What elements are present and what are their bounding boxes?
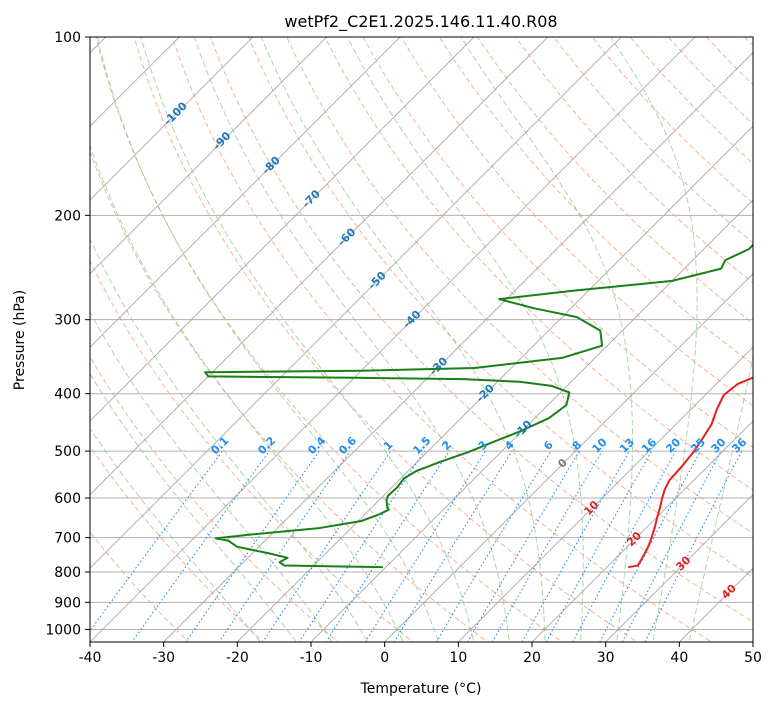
mixing-ratio-line	[572, 450, 677, 642]
moist-adiabat	[90, 310, 333, 642]
y-tick-label: 200	[54, 208, 81, 224]
x-tick-label: 40	[670, 650, 688, 666]
y-tick-label: 900	[54, 595, 81, 611]
mixing-ratio-line	[644, 450, 743, 642]
dewpoint-profile-line	[204, 243, 753, 569]
x-tick-label: -40	[79, 650, 102, 666]
y-tick-label: 100	[54, 30, 81, 46]
isotherms	[90, 37, 753, 642]
y-tick-label: 600	[54, 491, 81, 507]
moist-adiabat	[96, 37, 439, 642]
x-tick-label: 0	[380, 650, 389, 666]
dry-adiabat	[133, 37, 639, 642]
mixing-ratio-line	[364, 450, 486, 642]
mixing-ratio-line	[545, 450, 653, 642]
moist-adiabat	[90, 372, 297, 642]
y-tick-label: 700	[54, 531, 81, 547]
isotherm-line	[90, 37, 328, 275]
mixing-ratio-line	[218, 450, 351, 642]
dry-adiabat	[90, 150, 489, 642]
mixing-ratio-line	[621, 450, 722, 642]
moist-adiabat	[193, 37, 510, 642]
y-axis-label: Pressure (hPa)	[12, 290, 28, 390]
isotherm-line	[604, 493, 753, 642]
isotherm-line	[457, 346, 753, 642]
isotherm-line	[90, 37, 401, 348]
x-tick-label: -20	[226, 650, 249, 666]
y-tick-label: 800	[54, 565, 81, 581]
chart-title: wetPf2_C2E1.2025.146.11.40.R08	[284, 12, 557, 32]
moist-adiabats	[90, 37, 753, 642]
dry-adiabat	[400, 37, 753, 407]
x-tick-label: 30	[597, 650, 615, 666]
moist-adiabat	[460, 37, 633, 642]
mixing-ratio-line	[90, 450, 223, 632]
x-tick-label: 10	[449, 650, 467, 666]
mixing-ratio-line	[298, 450, 425, 642]
isotherm-line	[310, 199, 753, 642]
y-tick-label: 400	[54, 387, 81, 403]
moist-adiabat	[90, 427, 261, 642]
y-tick-label: 500	[54, 444, 81, 460]
mixing-ratio-line	[325, 450, 450, 642]
pressure-grid	[90, 37, 753, 630]
dry-adiabat	[324, 37, 753, 491]
dry-adiabat	[90, 445, 265, 642]
mixing-ratio-line	[521, 450, 630, 642]
plot-area	[90, 37, 753, 642]
isotherm-line	[531, 420, 753, 642]
moist-adiabat	[260, 37, 546, 642]
mixing-ratio-line	[435, 450, 552, 642]
dry-adiabat	[286, 37, 753, 534]
dry-adiabat	[171, 37, 713, 642]
moist-adiabat	[90, 144, 404, 642]
dry-adiabat	[95, 37, 564, 642]
x-tick-label: 50	[744, 650, 762, 666]
isotherm-line	[90, 37, 254, 201]
isotherm-line	[90, 37, 475, 422]
temperature-profile-line	[628, 376, 753, 569]
isotherm-line	[162, 52, 753, 642]
x-tick-label: -30	[152, 650, 175, 666]
dry-adiabat	[362, 37, 753, 449]
x-tick-label: -10	[300, 650, 323, 666]
isotherm-line	[90, 37, 549, 496]
dry-adiabat	[553, 37, 753, 244]
profile-series	[204, 243, 753, 569]
isotherm-line	[383, 273, 753, 642]
dry-adiabat	[629, 37, 753, 165]
mixing-ratio-line	[599, 450, 701, 642]
mixing-ratio-line	[131, 450, 270, 642]
axes: -40 -30 -20 -10 0 10 20 30 40 50 100 200 300 400 500 60…	[45, 30, 762, 666]
moist-adiabat	[346, 37, 584, 642]
y-tick-label: 300	[54, 313, 81, 329]
dry-adiabat	[210, 37, 753, 623]
isotherm-line	[90, 37, 622, 569]
isotherm-line	[90, 37, 696, 642]
x-tick-label: 20	[523, 650, 541, 666]
plot-frame	[89, 36, 754, 643]
dry-adiabat	[477, 37, 753, 325]
y-tick-label: 1000	[45, 622, 81, 638]
dry-adiabat	[591, 37, 753, 204]
isotherm-line	[236, 125, 753, 642]
dry-adiabat	[438, 37, 753, 366]
x-axis-label: Temperature (°C)	[360, 681, 482, 697]
